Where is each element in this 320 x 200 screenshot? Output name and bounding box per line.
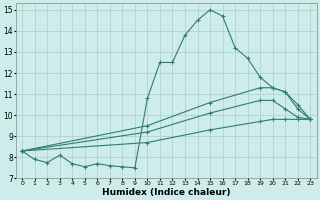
X-axis label: Humidex (Indice chaleur): Humidex (Indice chaleur) <box>102 188 230 197</box>
